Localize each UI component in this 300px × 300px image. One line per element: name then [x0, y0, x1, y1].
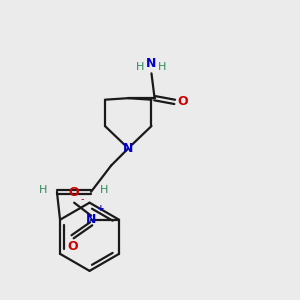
Text: H: H — [158, 62, 167, 72]
Text: O: O — [178, 95, 188, 108]
Text: H: H — [39, 185, 47, 195]
Text: H: H — [136, 62, 145, 72]
Text: N: N — [146, 57, 157, 70]
Text: N: N — [86, 213, 96, 226]
Text: N: N — [123, 142, 134, 155]
Text: O: O — [69, 186, 80, 199]
Text: -: - — [81, 194, 85, 204]
Text: O: O — [67, 240, 78, 253]
Text: H: H — [100, 185, 109, 195]
Text: +: + — [97, 204, 104, 213]
